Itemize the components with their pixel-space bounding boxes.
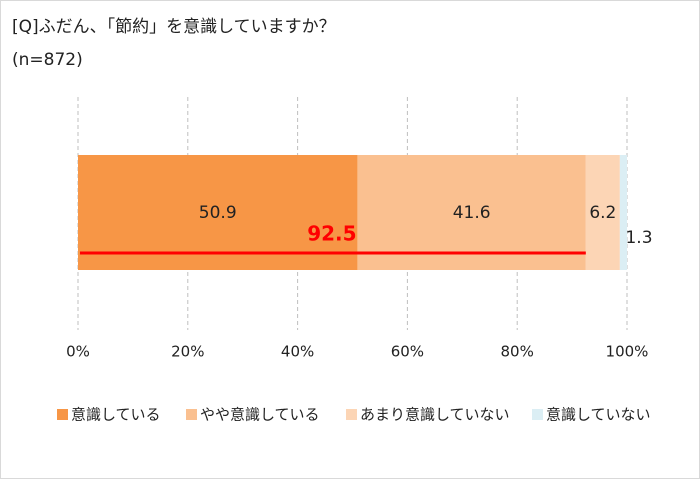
legend-swatch	[346, 409, 357, 420]
x-tick-label: 0%	[66, 343, 90, 361]
bar-segment	[357, 155, 586, 270]
legend-swatch	[57, 409, 68, 420]
data-label: 41.6	[453, 203, 491, 223]
chart-title: [Q]ふだん、「節約」を意識していますか？	[12, 17, 336, 37]
data-label: 6.2	[589, 203, 616, 223]
legend-label: 意識している	[71, 406, 161, 424]
x-tick-label: 20%	[171, 343, 204, 361]
bar-segment	[619, 155, 627, 270]
data-label: 1.3	[625, 228, 652, 248]
bar-segment	[585, 155, 620, 270]
legend-label: あまり意識していない	[360, 406, 510, 424]
legend-swatch	[186, 409, 197, 420]
legend-label: 意識していない	[546, 406, 651, 424]
total-label: 92.5	[307, 222, 356, 246]
data-label: 50.9	[199, 203, 237, 223]
legend-swatch	[532, 409, 543, 420]
chart-subtitle: (n=872)	[12, 50, 83, 70]
x-tick-label: 60%	[391, 343, 424, 361]
x-tick-label: 80%	[501, 343, 534, 361]
bar-segment	[78, 155, 358, 270]
x-tick-label: 100%	[606, 343, 649, 361]
legend-label: やや意識している	[200, 406, 320, 424]
x-tick-label: 40%	[281, 343, 314, 361]
